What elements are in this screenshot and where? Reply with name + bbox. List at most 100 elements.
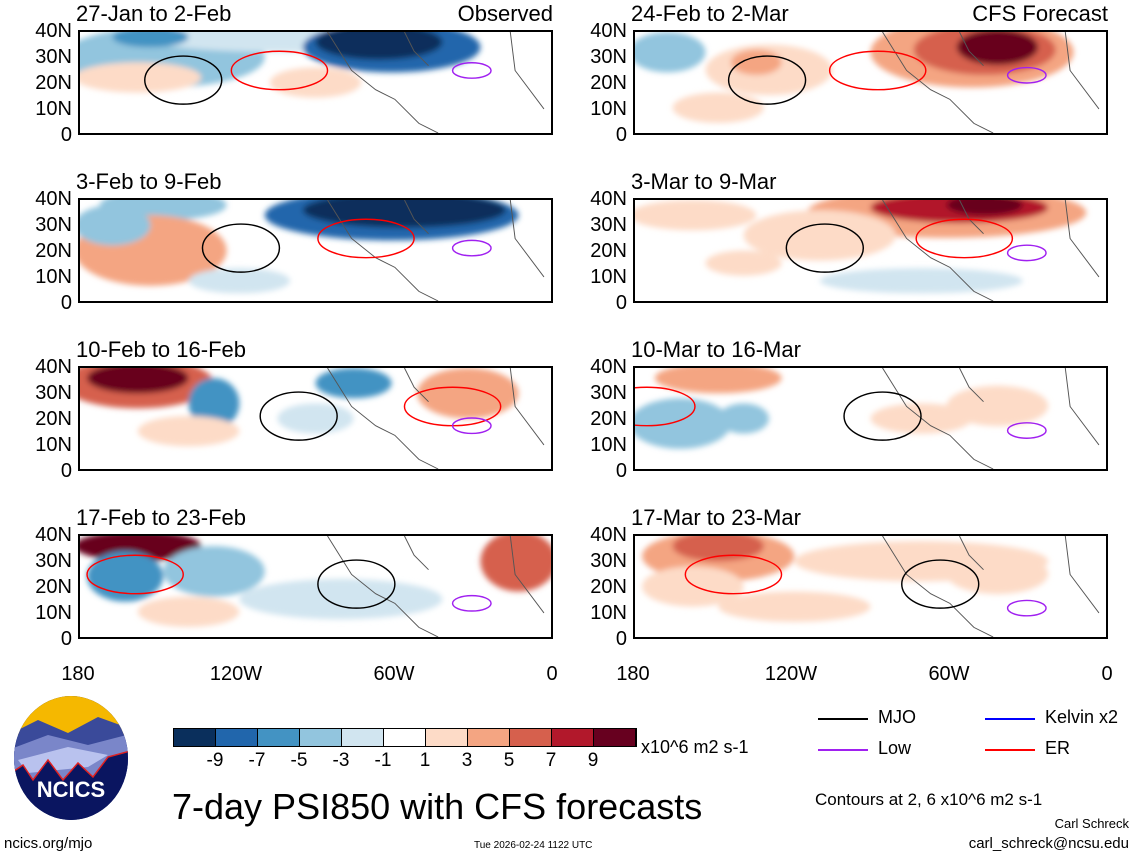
colorbar-swatch <box>384 729 426 746</box>
colorbar-swatch <box>468 729 510 746</box>
coastline <box>327 368 545 469</box>
column-label: CFS Forecast <box>972 1 1108 26</box>
y-tick-label: 30N <box>35 550 72 572</box>
anomaly-region <box>672 92 764 123</box>
x-tick-label: 120W <box>764 663 818 685</box>
y-tick-label: 0 <box>60 124 72 146</box>
anomaly-region <box>654 368 782 394</box>
panel-title: 3-Mar to 9-Mar <box>631 169 777 194</box>
anomaly-region <box>480 536 551 592</box>
colorbar-swatch <box>216 729 258 746</box>
y-tick-label: 0 <box>60 292 72 314</box>
anomaly-region <box>743 210 896 261</box>
anomaly-region <box>718 403 769 434</box>
y-tick-label: 20N <box>590 408 627 430</box>
map-panel <box>78 366 553 471</box>
contour-line <box>451 62 492 79</box>
contour-line <box>727 55 807 105</box>
contour-line <box>451 417 492 435</box>
contour-line <box>451 594 492 612</box>
y-tick-label: 20N <box>590 240 627 262</box>
colorbar-tick-label: -5 <box>290 750 308 771</box>
legend-mjo: MJO <box>878 707 916 727</box>
y-tick-label: 0 <box>60 628 72 650</box>
legend-low: Low <box>878 738 912 758</box>
colorbar-tick-label: -3 <box>332 750 350 771</box>
panel-title: 24-Feb to 2-Mar <box>631 1 789 26</box>
legend-kelvin: Kelvin x2 <box>1045 707 1119 727</box>
y-tick-label: 0 <box>615 628 627 650</box>
colorbar-swatch <box>594 729 636 746</box>
y-tick-label: 10N <box>35 434 72 456</box>
anomaly-region <box>956 32 1039 65</box>
y-tick-label: 40N <box>590 524 627 546</box>
panel-title: 27-Jan to 2-Feb <box>76 1 232 26</box>
contour-line <box>144 55 223 105</box>
y-tick-label: 40N <box>590 356 627 378</box>
coastline <box>882 368 1100 469</box>
logo-text: NCICS <box>37 777 105 802</box>
ncics-logo: NCICS <box>14 696 128 820</box>
anomaly-region <box>277 403 354 434</box>
anomaly-region <box>87 368 189 394</box>
anomaly-region <box>137 596 240 627</box>
colorbar-tick-label: 9 <box>587 750 599 771</box>
url[interactable]: ncics.org/mjo <box>4 835 93 852</box>
anomaly-region <box>239 578 443 620</box>
contour-line <box>317 218 415 259</box>
colorbar-swatch <box>510 729 552 746</box>
column-label: Observed <box>457 1 553 26</box>
y-tick-label: 20N <box>590 576 627 598</box>
y-tick-label: 10N <box>590 434 627 456</box>
anomaly-region <box>730 49 782 75</box>
colorbar-tick-label: 1 <box>419 750 431 771</box>
y-tick-label: 20N <box>590 72 627 94</box>
colorbar-tick-label: -9 <box>206 750 224 771</box>
contour-line <box>901 559 980 609</box>
y-tick-label: 30N <box>35 46 72 68</box>
panel-title: 10-Feb to 16-Feb <box>76 337 246 362</box>
map-panel <box>633 534 1108 639</box>
y-tick-label: 10N <box>35 98 72 120</box>
anomaly-region <box>946 553 1049 595</box>
contour-line <box>1006 422 1047 439</box>
anomaly-region <box>635 32 706 73</box>
y-tick-label: 0 <box>615 124 627 146</box>
y-tick-label: 30N <box>590 550 627 572</box>
y-tick-label: 10N <box>35 266 72 288</box>
colorbar-tick-label: -1 <box>374 750 392 771</box>
y-tick-label: 40N <box>590 20 627 42</box>
contour-line <box>86 554 184 595</box>
contour-line <box>1006 244 1047 262</box>
figure-title: 7-day PSI850 with CFS forecasts <box>172 786 703 827</box>
y-tick-label: 0 <box>615 460 627 482</box>
y-tick-label: 20N <box>35 576 72 598</box>
anomaly-region <box>80 62 202 93</box>
contour-line <box>1006 599 1047 617</box>
y-tick-label: 30N <box>35 214 72 236</box>
legend-line-low <box>818 749 868 751</box>
map-panel <box>78 198 553 303</box>
y-tick-label: 40N <box>35 20 72 42</box>
anomaly-region <box>705 250 782 276</box>
colorbar-swatch <box>174 729 216 746</box>
map-panel <box>78 534 553 639</box>
colorbar-swatch <box>426 729 468 746</box>
anomaly-region <box>87 551 164 602</box>
y-tick-label: 20N <box>35 240 72 262</box>
y-tick-label: 30N <box>590 46 627 68</box>
anomaly-region <box>188 268 291 294</box>
anomaly-region <box>188 378 240 429</box>
colorbar-tick-label: 7 <box>545 750 557 771</box>
y-tick-label: 40N <box>590 188 627 210</box>
anomaly-region <box>80 205 151 246</box>
y-tick-label: 30N <box>590 382 627 404</box>
map-panel <box>633 198 1108 303</box>
contour-line <box>915 218 1014 259</box>
colorbar-units: x10^6 m2 s-1 <box>641 737 749 757</box>
legend-line-mjo <box>818 718 868 720</box>
panel-title: 10-Mar to 16-Mar <box>631 337 801 362</box>
panel-title: 3-Feb to 9-Feb <box>76 169 222 194</box>
x-tick-label: 60W <box>373 663 415 685</box>
timestamp: Tue 2026-02-24 1122 UTC <box>474 840 593 851</box>
